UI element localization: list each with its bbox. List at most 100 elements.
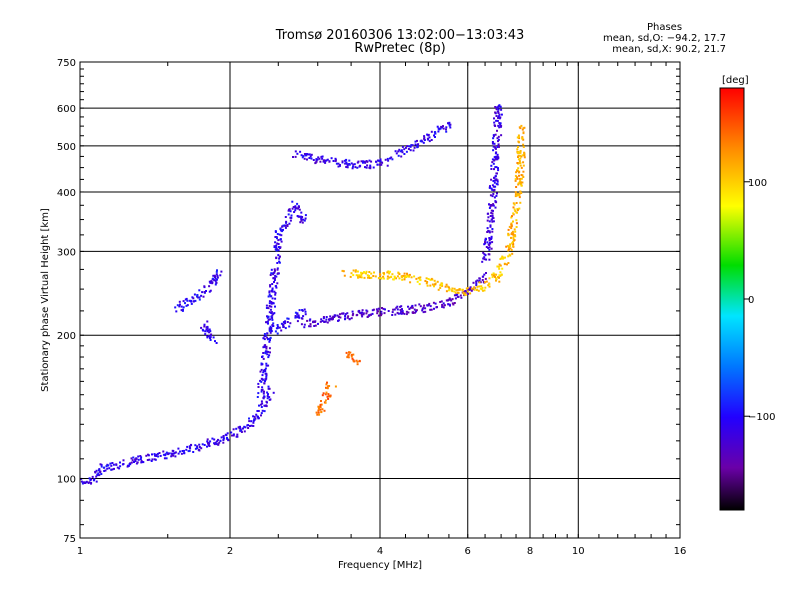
- scatter-point: [288, 222, 291, 225]
- scatter-point: [416, 145, 419, 148]
- scatter-point: [271, 290, 274, 293]
- scatter-point: [499, 105, 502, 108]
- scatter-point: [260, 368, 263, 371]
- scatter-point: [308, 157, 311, 159]
- scatter-point: [277, 249, 280, 252]
- scatter-point: [401, 278, 404, 281]
- scatter-point: [315, 158, 318, 161]
- scatter-point: [519, 151, 522, 154]
- scatter-point: [292, 156, 294, 158]
- scatter-point: [140, 459, 143, 462]
- scatter-point: [332, 315, 335, 318]
- scatter-point: [91, 475, 94, 478]
- scatter-point: [316, 413, 319, 416]
- scatter-point: [373, 271, 375, 274]
- scatter-point: [423, 135, 426, 138]
- scatter-point: [168, 452, 171, 455]
- scatter-point: [235, 427, 238, 430]
- scatter-point: [443, 304, 446, 307]
- scatter-point: [302, 315, 305, 318]
- scatter-point: [294, 315, 297, 317]
- scatter-point: [491, 216, 494, 219]
- scatter-point: [210, 333, 213, 336]
- scatter-point: [181, 309, 184, 312]
- scatter-point: [358, 309, 361, 312]
- scatter-point: [444, 285, 447, 288]
- scatter-point: [494, 125, 497, 127]
- scatter-point: [416, 280, 419, 283]
- scatter-point: [107, 464, 109, 467]
- scatter-point: [179, 450, 181, 453]
- colorbar-tick-label: 0: [748, 295, 754, 306]
- scatter-point: [329, 315, 332, 318]
- scatter-point: [194, 444, 197, 447]
- scatter-point: [89, 479, 92, 481]
- scatter-point: [211, 437, 214, 440]
- x-tick-label: 2: [227, 546, 233, 557]
- chart-title-line1: Tromsø 20160306 13:02:00−13:03:43: [275, 28, 525, 43]
- scatter-point: [399, 308, 402, 311]
- scatter-point: [365, 272, 367, 275]
- scatter-point: [480, 285, 483, 288]
- scatter-point: [175, 310, 178, 313]
- scatter-point: [490, 209, 493, 212]
- scatter-point: [118, 467, 121, 470]
- scatter-point: [495, 278, 498, 281]
- scatter-point: [156, 452, 159, 455]
- scatter-point: [457, 291, 459, 294]
- scatter-point: [364, 161, 367, 164]
- scatter-point: [269, 351, 271, 354]
- scatter-point: [352, 353, 355, 356]
- scatter-point: [180, 305, 183, 308]
- scatter-point: [492, 274, 495, 277]
- scatter-point: [267, 364, 270, 367]
- scatter-point: [500, 108, 503, 111]
- scatter-point: [504, 256, 506, 259]
- scatter-point: [196, 445, 199, 448]
- scatter-point: [403, 312, 406, 315]
- scatter-point: [448, 303, 451, 306]
- scatter-point: [513, 228, 516, 231]
- scatter-point: [430, 308, 433, 311]
- scatter-point: [296, 215, 299, 217]
- scatter-point: [455, 294, 458, 297]
- scatter-point: [510, 223, 513, 226]
- scatter-point: [506, 244, 509, 247]
- scatter-point: [380, 310, 383, 313]
- scatter-point: [197, 448, 200, 451]
- scatter-point: [272, 322, 275, 325]
- scatter-point: [261, 409, 264, 412]
- scatter-point: [419, 276, 422, 279]
- scatter-point: [128, 463, 131, 466]
- scatter-point: [497, 116, 500, 119]
- scatter-point: [200, 326, 203, 329]
- scatter-point: [488, 186, 491, 189]
- scatter-point: [494, 206, 497, 209]
- scatter-point: [445, 130, 448, 133]
- scatter-point: [400, 305, 403, 308]
- scatter-point: [97, 472, 100, 475]
- scatter-point: [414, 140, 417, 143]
- scatter-point: [491, 241, 494, 244]
- scatter-point: [282, 321, 285, 324]
- scatter-point: [217, 438, 219, 441]
- scatter-point: [493, 121, 496, 124]
- scatter-point: [507, 255, 510, 258]
- scatter-point: [350, 317, 353, 320]
- scatter-point: [487, 216, 490, 219]
- scatter-point: [439, 301, 442, 303]
- scatter-point: [309, 318, 312, 321]
- scatter-point: [499, 264, 502, 267]
- scatter-point: [296, 202, 299, 205]
- scatter-point: [110, 464, 113, 467]
- scatter-point: [517, 167, 520, 170]
- scatter-point: [267, 356, 270, 359]
- scatter-point: [414, 143, 417, 146]
- scatter-point: [495, 279, 497, 282]
- scatter-point: [363, 271, 365, 274]
- scatter-point: [370, 160, 373, 163]
- scatter-point: [496, 110, 499, 113]
- scatter-point: [306, 158, 308, 161]
- scatter-point: [190, 302, 193, 305]
